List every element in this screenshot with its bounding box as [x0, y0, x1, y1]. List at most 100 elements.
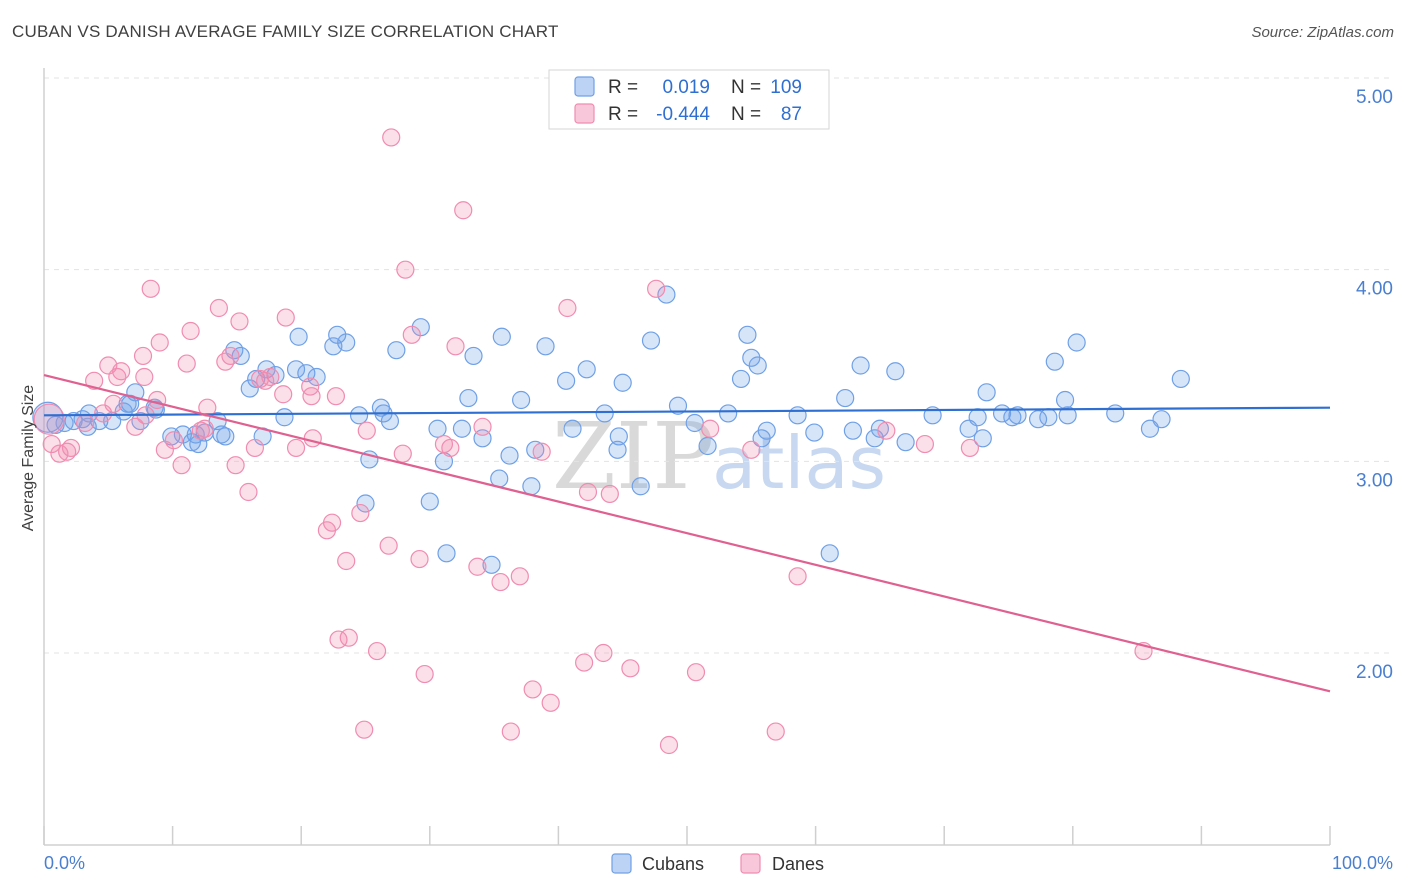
cubans-point — [886, 362, 905, 381]
danes-point — [239, 482, 258, 502]
cubans-point — [420, 492, 439, 511]
legend-r-label-danes: R = — [608, 104, 638, 125]
y-tick-label: 5.00 — [1356, 87, 1393, 108]
cubans-point — [820, 544, 839, 563]
danes-point — [473, 417, 492, 436]
x-ticks — [43, 826, 1331, 845]
legend-box: R = 0.019 N = 109 R = -0.444 N = 87 — [548, 69, 830, 130]
danes-point — [274, 385, 293, 404]
cubans-point — [1106, 404, 1125, 423]
danes-point — [126, 417, 145, 436]
cubans-point — [563, 419, 582, 438]
danes-point — [181, 321, 200, 341]
danes-point — [415, 664, 434, 684]
danes-point — [355, 720, 374, 739]
cubans-point — [500, 446, 519, 465]
danes-point — [216, 352, 235, 371]
danes-point — [195, 419, 214, 438]
cubans-point — [286, 360, 306, 379]
danes-point — [85, 371, 104, 390]
cubans-point — [748, 356, 767, 375]
cubans-point — [668, 396, 688, 415]
danes-point — [960, 438, 980, 458]
bottom-legend-swatch-cubans — [611, 853, 632, 874]
danes-point — [112, 362, 131, 381]
legend-r-value-cubans: 0.019 — [662, 77, 710, 98]
cubans-point — [512, 390, 531, 410]
cubans-point — [459, 388, 478, 408]
danes-point — [501, 722, 520, 741]
cubans-point — [356, 494, 375, 513]
danes-point — [441, 438, 460, 458]
danes-point — [396, 260, 415, 279]
danes-point — [621, 659, 640, 678]
legend-n-value-cubans: 109 — [770, 77, 802, 98]
cubans-point — [307, 367, 326, 387]
danes-point — [367, 641, 387, 661]
danes-point — [230, 312, 249, 331]
danes-point — [877, 421, 896, 440]
danes-point — [686, 663, 706, 682]
cubans-point — [685, 413, 704, 433]
x-tick-label-min: 0.0% — [44, 853, 85, 873]
cubans-trend-line — [43, 406, 1331, 417]
cubans-point — [1055, 390, 1075, 410]
cubans-point — [492, 327, 511, 346]
danes-point — [133, 346, 153, 366]
cubans-point — [1171, 369, 1190, 389]
cubans-point — [719, 404, 738, 423]
danes-point — [575, 653, 594, 672]
legend-n-value-danes: 87 — [781, 104, 802, 125]
danes-point — [410, 549, 429, 569]
danes-point — [468, 557, 487, 576]
danes-point — [532, 442, 551, 461]
cubans-point — [788, 406, 807, 425]
danes-point — [261, 367, 280, 387]
cubans-point — [32, 401, 64, 433]
cubans-point — [641, 331, 661, 350]
cubans-point — [731, 369, 751, 389]
cubans-point — [608, 440, 627, 459]
danes-point — [245, 438, 265, 458]
danes-point — [446, 337, 465, 356]
danes-point — [647, 279, 666, 298]
danes-point — [276, 308, 295, 327]
danes-point — [226, 456, 245, 475]
danes-point — [742, 440, 761, 459]
danes-point — [379, 536, 398, 555]
cubans-point — [843, 421, 862, 440]
cubans-point — [482, 555, 501, 574]
cubans-point — [557, 371, 576, 390]
danes-point — [558, 298, 577, 318]
cubans-point — [437, 544, 456, 563]
danes-point — [104, 394, 123, 413]
legend-n-label-danes: N = — [731, 104, 761, 125]
danes-point — [454, 201, 473, 220]
danes-point — [600, 484, 619, 504]
danes-point — [701, 419, 720, 438]
cubans-point — [387, 341, 406, 360]
danes-point — [578, 482, 598, 502]
y-tick-label: 2.00 — [1356, 662, 1393, 683]
danes-point — [135, 367, 154, 387]
danes-point — [594, 643, 613, 663]
danes-point — [402, 325, 421, 344]
series-danes — [33, 128, 1153, 755]
danes-point — [302, 387, 321, 406]
cubans-point — [738, 325, 757, 344]
y-tick-label: 4.00 — [1356, 279, 1393, 300]
cubans-point — [452, 419, 472, 438]
cubans-point — [337, 333, 356, 352]
cubans-point — [131, 411, 150, 431]
legend-r-value-danes: -0.444 — [656, 104, 710, 125]
y-tick-labels: 2.00 3.00 4.00 5.00 — [1356, 87, 1393, 683]
cubans-point — [1045, 352, 1064, 371]
danes-point — [322, 513, 342, 532]
watermark-atlas: atlas — [712, 421, 886, 505]
danes-point — [766, 722, 785, 741]
danes-point — [393, 444, 412, 463]
cubans-point — [522, 477, 541, 496]
cubans-point — [805, 423, 824, 442]
danes-point — [339, 628, 358, 647]
cubans-point — [613, 373, 632, 392]
